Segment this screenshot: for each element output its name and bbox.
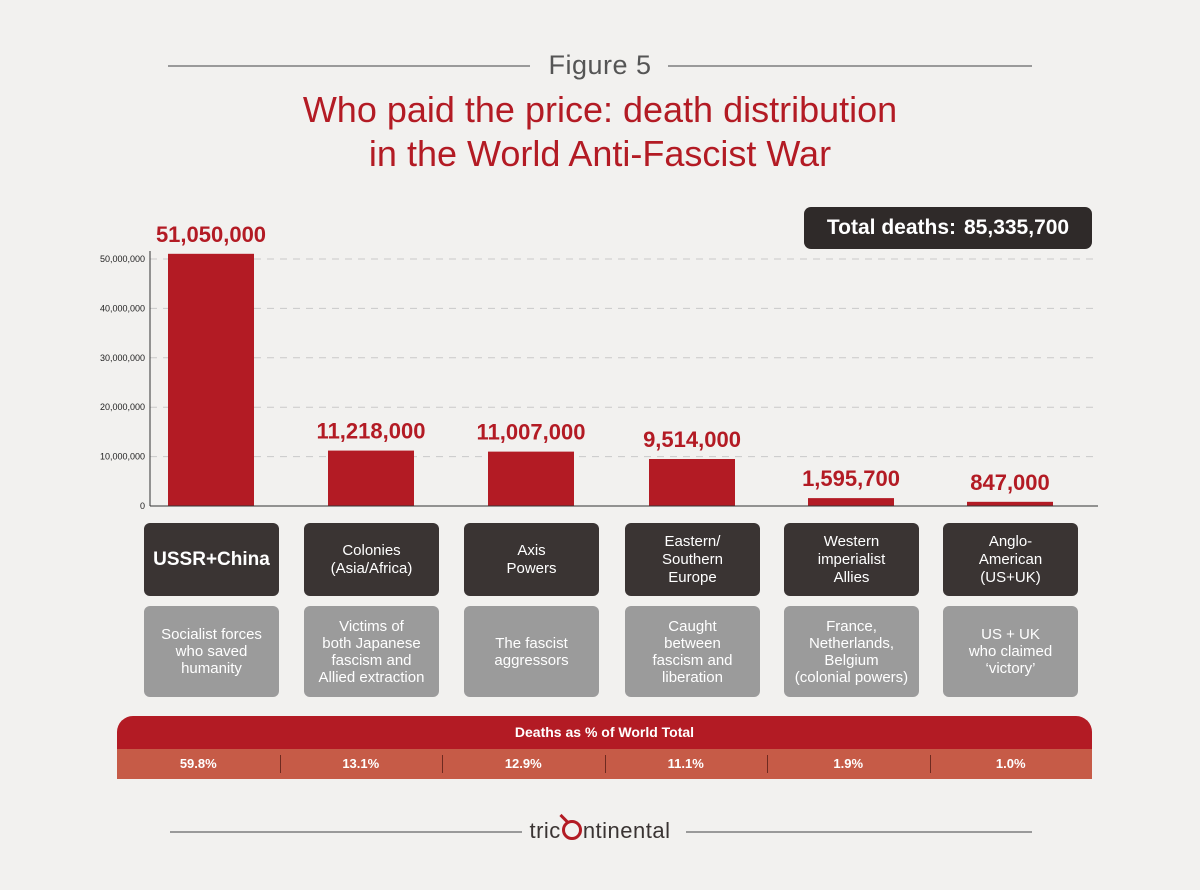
bar-value-label: 847,000 (970, 470, 1050, 495)
y-tick-label: 0 (140, 501, 145, 511)
category-description: The fascist aggressors (464, 606, 599, 697)
y-tick-label: 40,000,000 (100, 303, 145, 313)
header-rule-right (668, 65, 1032, 67)
total-deaths-badge: Total deaths: 85,335,700 (804, 207, 1092, 249)
footer-rule-right (686, 831, 1032, 833)
bar (967, 501, 1053, 506)
y-tick-label: 30,000,000 (100, 353, 145, 363)
bar-value-label: 9,514,000 (643, 427, 741, 452)
percent-cell: 12.9% (442, 749, 605, 779)
category-description: Victims of both Japanese fascism and All… (304, 606, 439, 697)
bar (649, 459, 735, 506)
percent-cell: 1.9% (767, 749, 930, 779)
bar (488, 451, 574, 506)
bar (328, 450, 414, 506)
percent-table-header: Deaths as % of World Total (117, 716, 1092, 749)
total-deaths-label: Total deaths: (826, 216, 956, 239)
header-rule-left (168, 65, 530, 67)
category-label: Eastern/ Southern Europe (625, 523, 760, 596)
logo-text-prefix: tric (529, 818, 561, 843)
bar (168, 253, 254, 506)
figure-label: Figure 5 (548, 50, 652, 80)
category-label: Anglo- American (US+UK) (943, 523, 1078, 596)
category-description: US + UK who claimed ‘victory’ (943, 606, 1078, 697)
category-label: Axis Powers (464, 523, 599, 596)
tricontinental-logo: tric ntinental (0, 818, 1200, 844)
bar (808, 498, 894, 506)
y-tick-label: 10,000,000 (100, 452, 145, 462)
bar-value-label: 1,595,700 (802, 466, 900, 491)
bar-value-label: 11,007,000 (477, 420, 586, 445)
total-deaths-value: 85,335,700 (964, 216, 1070, 239)
y-tick-label: 20,000,000 (100, 402, 145, 412)
category-description: France, Netherlands, Belgium (colonial p… (784, 606, 919, 697)
chart-title-line-2: in the World Anti-Fascist War (368, 133, 832, 174)
category-description: Caught between fascism and liberation (625, 606, 760, 697)
bar-value-label: 11,218,000 (317, 419, 426, 444)
logo-o-icon (561, 820, 582, 840)
chart-title: Who paid the price: death distribution i… (0, 88, 1200, 176)
footer: tric ntinental (0, 818, 1200, 844)
y-tick-label: 50,000,000 (100, 254, 145, 264)
chart-title-line-1: Who paid the price: death distribution (302, 89, 898, 130)
percent-table-row: 59.8% 13.1% 12.9% 11.1% 1.9% 1.0% (117, 749, 1092, 779)
category-label: Colonies (Asia/Africa) (304, 523, 439, 596)
category-description: Socialist forces who saved humanity (144, 606, 279, 697)
logo-text-suffix: ntinental (582, 818, 671, 843)
bar-value-label: 51,050,000 (156, 222, 266, 247)
percent-cell: 1.0% (929, 749, 1093, 779)
footer-rule-left (170, 831, 522, 833)
category-label: USSR+China (144, 523, 279, 596)
percent-cell: 11.1% (604, 749, 768, 779)
figure-header: Figure 5 (0, 50, 1200, 80)
percent-cell: 59.8% (179, 756, 217, 771)
percent-cell: 13.1% (279, 749, 443, 779)
category-label: Western imperialist Allies (784, 523, 919, 596)
bar-chart: 0 10,000,000 20,000,000 30,000,000 40,000,00… (100, 222, 1098, 511)
